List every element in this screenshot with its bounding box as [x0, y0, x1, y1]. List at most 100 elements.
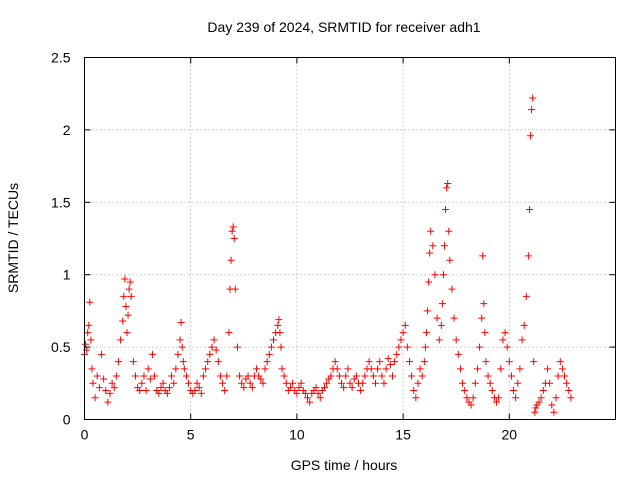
data-point: [463, 394, 471, 402]
data-point: [261, 365, 269, 373]
data-point: [450, 314, 458, 322]
data-point: [155, 389, 163, 397]
data-point: [388, 372, 396, 380]
data-point: [104, 398, 112, 406]
data-point: [214, 358, 222, 366]
data-point: [248, 384, 256, 392]
data-point: [507, 372, 515, 380]
data-point: [163, 389, 171, 397]
data-point: [230, 235, 238, 242]
data-point: [178, 343, 186, 351]
data-point: [446, 256, 454, 264]
data-point: [441, 242, 449, 250]
x-tick-label: 0: [81, 427, 89, 443]
data-point: [204, 358, 212, 366]
data-point: [231, 285, 239, 293]
data-point: [216, 372, 224, 380]
data-point: [148, 350, 156, 358]
data-point: [172, 365, 180, 373]
data-point: [238, 379, 246, 387]
data-point: [503, 343, 511, 351]
data-point: [138, 379, 146, 387]
data-point: [233, 343, 241, 351]
data-point: [537, 394, 545, 402]
data-point: [140, 372, 148, 380]
data-point: [481, 329, 489, 337]
data-point: [393, 350, 401, 358]
data-point: [91, 394, 99, 402]
data-point: [438, 300, 446, 308]
data-point: [439, 271, 447, 279]
data-point: [488, 387, 496, 395]
data-point: [312, 384, 320, 392]
data-point: [473, 365, 481, 373]
data-point: [514, 379, 522, 387]
data-point: [469, 394, 477, 402]
data-point: [380, 379, 388, 387]
data-point: [359, 379, 367, 387]
data-point: [327, 372, 335, 380]
data-point: [93, 372, 101, 380]
data-point: [335, 372, 343, 380]
data-point: [418, 372, 426, 380]
data-point: [195, 384, 203, 392]
data-point: [480, 300, 488, 308]
data-point: [197, 389, 205, 397]
data-point: [544, 365, 552, 373]
data-point: [414, 379, 422, 387]
data-point: [552, 394, 560, 402]
data-point: [321, 384, 329, 392]
data-point: [459, 379, 467, 387]
data-point: [505, 358, 513, 366]
data-point: [565, 387, 573, 395]
data-point: [527, 132, 535, 140]
data-point: [471, 379, 479, 387]
data-point: [426, 249, 434, 257]
x-tick-label: 20: [502, 427, 518, 443]
data-point: [274, 321, 282, 329]
data-point: [467, 401, 475, 409]
data-point: [567, 394, 575, 402]
data-point: [376, 358, 384, 366]
data-point: [122, 303, 130, 311]
data-point: [267, 343, 275, 351]
data-point: [405, 358, 413, 366]
data-point: [525, 206, 533, 214]
data-point: [429, 242, 437, 250]
y-tick-label: 0.5: [51, 339, 71, 355]
data-point: [82, 340, 90, 348]
data-point: [558, 365, 566, 373]
data-point: [499, 336, 507, 344]
axis-ticks: 0 5 10 15 20 0 0.5 1 1.5 2 2.5: [51, 50, 616, 443]
y-tick-label: 2: [63, 122, 71, 138]
data-point: [510, 387, 518, 395]
data-point: [374, 365, 382, 373]
data-point: [112, 372, 120, 380]
data-point: [206, 350, 214, 358]
data-point: [126, 278, 134, 286]
data-point: [88, 365, 96, 373]
data-point: [212, 346, 220, 354]
data-point: [123, 329, 131, 337]
data-point: [448, 285, 456, 293]
data-point: [435, 336, 443, 344]
data-point: [202, 365, 210, 373]
data-point: [454, 350, 462, 358]
grid: [84, 57, 616, 420]
data-point: [397, 336, 405, 344]
data-point: [223, 372, 231, 380]
data-points: [81, 94, 575, 416]
data-point: [365, 358, 373, 366]
data-point: [421, 343, 429, 351]
x-axis-label: GPS time / hours: [291, 457, 398, 473]
data-point: [516, 365, 524, 373]
data-point: [546, 379, 554, 387]
data-point: [425, 278, 433, 286]
data-point: [157, 384, 165, 392]
data-point: [240, 384, 248, 392]
data-point: [142, 387, 150, 395]
data-point: [443, 184, 451, 192]
data-point: [357, 387, 365, 395]
data-point: [151, 372, 159, 380]
